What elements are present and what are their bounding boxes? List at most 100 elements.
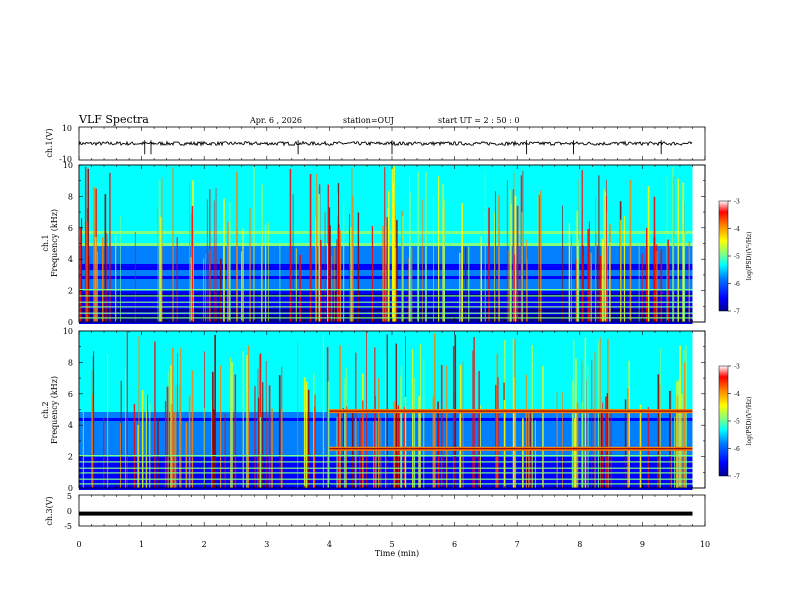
spheric-streak bbox=[385, 226, 387, 322]
spheric-streak bbox=[478, 370, 480, 488]
ch1-colorbar-ramp bbox=[718, 200, 729, 312]
spheric-streak bbox=[191, 205, 194, 322]
spheric-streak bbox=[605, 192, 606, 322]
ch3-voltage-ylabel: ch.3(V) bbox=[45, 496, 54, 525]
spheric-streak bbox=[683, 362, 686, 488]
spheric-streak bbox=[375, 395, 376, 488]
spectrogram-band bbox=[79, 171, 693, 174]
spheric-streak bbox=[679, 345, 681, 488]
spheric-streak bbox=[107, 354, 109, 488]
frequency-tick-label: 10 bbox=[63, 161, 73, 170]
spheric-streak bbox=[246, 355, 248, 488]
spheric-streak bbox=[503, 399, 506, 488]
spheric-streak bbox=[138, 336, 140, 488]
spheric-streak bbox=[404, 396, 407, 488]
spectrogram-band bbox=[79, 186, 693, 189]
ch1-colorbar-ticks: -3 -4 -5 -6 -7 bbox=[728, 199, 740, 316]
spheric-streak bbox=[265, 224, 267, 322]
narrowband-line bbox=[79, 483, 693, 485]
spheric-streak bbox=[433, 195, 434, 322]
spheric-streak bbox=[297, 341, 299, 488]
narrowband-line bbox=[79, 295, 693, 297]
ch2-frequency-yticks: 0 2 4 6 8 10 bbox=[63, 327, 705, 493]
spheric-streak bbox=[484, 169, 486, 322]
spheric-streak bbox=[318, 193, 320, 322]
spheric-streak bbox=[496, 353, 499, 488]
spheric-streak bbox=[401, 210, 403, 322]
spheric-streak bbox=[660, 249, 663, 322]
spheric-streak bbox=[521, 212, 523, 322]
spheric-streak bbox=[212, 371, 214, 488]
spheric-streak bbox=[259, 417, 262, 488]
emission-tone-core bbox=[329, 410, 693, 412]
date-label: Apr. 6 , 2026 bbox=[249, 116, 302, 125]
ch2-frequency-axis-label: Frequency (kHz) bbox=[50, 376, 59, 444]
spheric-streak bbox=[461, 203, 463, 322]
spheric-streak bbox=[268, 385, 271, 488]
spheric-streak bbox=[494, 211, 495, 322]
spheric-streak bbox=[522, 418, 524, 488]
spheric-streak bbox=[570, 234, 572, 322]
spheric-streak bbox=[154, 341, 156, 488]
spheric-streak bbox=[472, 350, 474, 488]
spheric-streak bbox=[606, 212, 608, 322]
spheric-streak bbox=[412, 349, 413, 488]
figure-title: VLF Spectra bbox=[78, 113, 149, 126]
spheric-streak bbox=[513, 377, 515, 488]
spheric-streak bbox=[573, 339, 575, 488]
ch1-voltage-ytick-bottom: -10 bbox=[59, 155, 72, 164]
spectrogram-band bbox=[79, 340, 693, 343]
spheric-streak bbox=[343, 203, 345, 322]
spheric-streak bbox=[526, 239, 527, 322]
spheric-streak bbox=[271, 408, 273, 488]
spheric-streak bbox=[442, 184, 444, 322]
narrowband-line bbox=[79, 461, 693, 463]
spheric-streak bbox=[520, 175, 523, 322]
spheric-streak bbox=[305, 381, 308, 488]
time-tick-label: 3 bbox=[264, 540, 269, 549]
ch3-voltage-trace bbox=[79, 511, 693, 516]
spheric-streak bbox=[357, 212, 360, 322]
frequency-tick-label: 6 bbox=[68, 390, 73, 399]
ch1-channel-label: ch.1 bbox=[41, 234, 50, 251]
ch3-voltage-xticks bbox=[78, 495, 706, 526]
spheric-streak bbox=[212, 409, 215, 488]
spectrogram-band bbox=[79, 207, 693, 210]
frequency-tick-label: 0 bbox=[68, 318, 73, 327]
spectrogram-band bbox=[79, 177, 693, 180]
frequency-tick-label: 6 bbox=[68, 224, 73, 233]
spheric-streak bbox=[230, 357, 231, 488]
spheric-streak bbox=[494, 191, 496, 322]
spheric-streak bbox=[327, 243, 328, 322]
spheric-streak bbox=[576, 210, 578, 322]
spheric-streak bbox=[629, 180, 632, 322]
spheric-streak bbox=[542, 365, 544, 488]
spheric-streak bbox=[164, 401, 167, 488]
spheric-streak bbox=[397, 405, 399, 488]
spheric-streak bbox=[685, 345, 687, 488]
spheric-streak bbox=[188, 395, 191, 488]
ch3-voltage-panel: 5 0 -5 ch.3(V) bbox=[45, 492, 706, 531]
spheric-streak bbox=[174, 411, 176, 488]
colorbar-tick-label: -7 bbox=[734, 309, 740, 316]
spheric-streak bbox=[673, 175, 675, 322]
spheric-streak bbox=[327, 381, 330, 488]
spheric-streak bbox=[120, 380, 122, 488]
ch2-colorbar-ramp bbox=[718, 365, 729, 477]
colorbar-tick-label: -5 bbox=[734, 254, 740, 261]
narrowband-line bbox=[79, 455, 693, 457]
spheric-streak bbox=[261, 187, 262, 322]
spheric-streak bbox=[597, 245, 598, 322]
spectrogram-band bbox=[79, 192, 693, 195]
spheric-streak bbox=[149, 403, 151, 488]
spheric-streak bbox=[468, 246, 470, 322]
spheric-streak bbox=[313, 406, 316, 488]
spheric-streak bbox=[400, 365, 403, 488]
spheric-streak bbox=[507, 250, 509, 322]
spectrogram-band bbox=[79, 195, 693, 198]
station-label: station=OUJ bbox=[343, 116, 394, 125]
spectrogram-band bbox=[79, 210, 693, 213]
narrowband-line bbox=[79, 478, 693, 480]
spheric-streak bbox=[514, 254, 515, 322]
ch2-spectrogram-panel: 0 2 4 6 8 10 ch.2 Frequency (kHz) bbox=[41, 327, 706, 493]
